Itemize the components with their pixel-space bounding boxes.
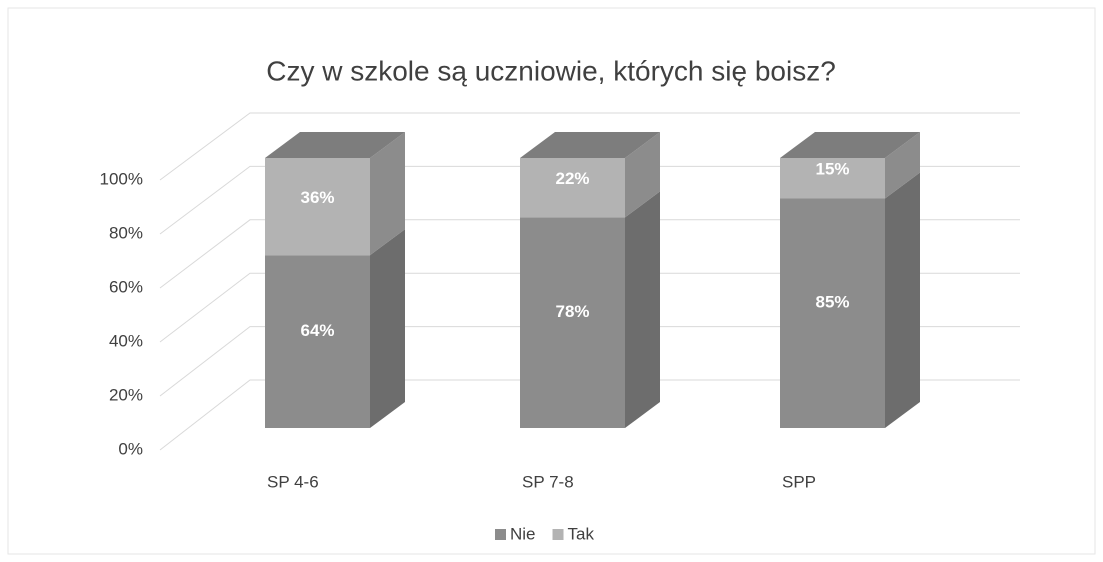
data-label: 36%: [300, 188, 334, 207]
data-label: 22%: [555, 169, 589, 188]
grid-line: [159, 165, 1020, 235]
bar-front: [780, 158, 885, 199]
bar-front: [265, 255, 370, 428]
grid-line: [159, 379, 1020, 451]
y-tick-label: 20%: [109, 385, 143, 404]
bar-side: [370, 229, 405, 428]
data-label: 15%: [815, 160, 849, 179]
bar-side: [625, 132, 660, 218]
legend-swatch: [495, 529, 506, 540]
x-tick-label: SP 4-6: [267, 472, 319, 491]
y-tick-label: 0%: [118, 439, 143, 458]
legend-label: Nie: [510, 524, 536, 543]
y-tick-label: 40%: [109, 331, 143, 350]
chart-title: Czy w szkole są uczniowie, których się b…: [266, 55, 836, 86]
y-tick-label: 80%: [109, 223, 143, 242]
bar-side: [625, 191, 660, 428]
x-tick-label: SP 7-8: [522, 472, 574, 491]
bar-top: [780, 132, 920, 158]
grid-line: [159, 272, 1020, 343]
bar-side: [885, 132, 920, 199]
x-tick-label: SPP: [782, 472, 816, 491]
y-tick-label: 60%: [109, 277, 143, 296]
data-label: 78%: [555, 302, 589, 321]
data-label: 64%: [300, 321, 334, 340]
bar-top: [520, 132, 660, 158]
bar-front: [265, 158, 370, 256]
bar-front: [780, 198, 885, 428]
data-label: 85%: [815, 293, 849, 312]
legend-label: Tak: [568, 524, 595, 543]
grid-line: [159, 219, 1020, 289]
bar-side: [885, 172, 920, 428]
bar-front: [520, 217, 625, 428]
grid-line: [159, 326, 1020, 397]
bar-side: [370, 132, 405, 256]
bar-top: [265, 132, 405, 158]
grid-line: [159, 112, 1020, 181]
y-tick-label: 100%: [100, 169, 143, 188]
bar-front: [520, 158, 625, 218]
legend-swatch: [552, 529, 564, 540]
